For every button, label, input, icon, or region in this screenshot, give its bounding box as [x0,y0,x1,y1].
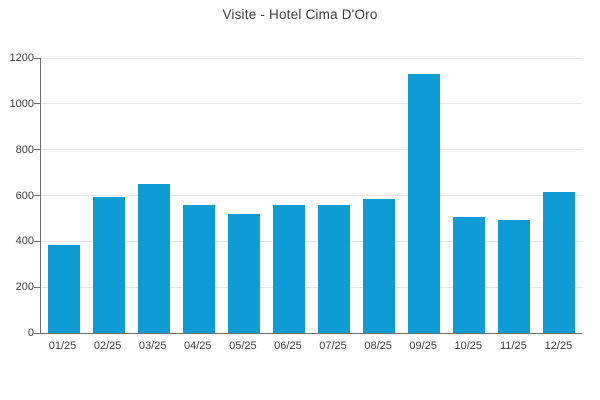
gridline-1200 [41,57,582,59]
x-axis-label-02-25: 02/25 [93,340,122,352]
gridline-400 [41,240,582,242]
y-tick-mark-800 [34,149,40,151]
x-axis-label-01-25: 01/25 [48,340,77,352]
x-axis-label-03-25: 03/25 [138,340,167,352]
plot-area [34,57,582,334]
bar-04-25[interactable] [182,204,215,333]
bar-05-25[interactable] [227,213,260,333]
y-axis-label-400: 400 [15,235,34,248]
bar-01-25[interactable] [47,244,80,333]
x-axis-label-08-25: 08/25 [364,340,392,352]
gridline-600 [41,195,582,196]
y-tick-mark-400 [34,240,40,242]
gridline-1000 [41,103,582,105]
bar-10-25[interactable] [453,217,486,333]
x-axis-label-09-25: 09/25 [409,340,437,352]
bar-08-25[interactable] [363,198,396,333]
bar-03-25[interactable] [137,184,170,333]
bar-02-25[interactable] [92,196,125,333]
gridline-200 [41,286,582,288]
y-tick-mark-200 [34,286,40,288]
chart-title: Visite - Hotel Cima D'Oro [222,7,378,22]
x-axis-label-04-25: 04/25 [184,340,212,352]
y-axis-label-1200: 1200 [9,52,34,64]
bar-07-25[interactable] [318,204,351,333]
y-tick-mark-1000 [34,103,40,105]
y-tick-mark-600 [34,195,40,196]
x-axis-label-06-25: 06/25 [274,340,302,352]
x-axis-label-07-25: 07/25 [319,340,347,352]
x-axis-label-05-25: 05/25 [229,340,257,352]
bar-11-25[interactable] [498,219,531,333]
x-axis-label-12-25: 12/25 [544,340,573,352]
y-tick-mark-1200 [34,57,40,59]
bar-09-25[interactable] [408,74,441,333]
gridline-800 [41,149,582,151]
y-axis-label-600: 600 [15,189,34,202]
bar-06-25[interactable] [272,204,305,333]
y-axis-label-200: 200 [15,281,34,294]
bar-12-25[interactable] [543,192,576,333]
y-axis-label-800: 800 [15,143,34,156]
y-axis-label-0: 0 [27,327,34,339]
y-axis-label-1000: 1000 [9,97,34,110]
x-axis-label-11-25: 11/25 [500,340,527,352]
y-tick-mark-0 [34,332,40,334]
x-axis-label-10-25: 10/25 [454,340,483,352]
